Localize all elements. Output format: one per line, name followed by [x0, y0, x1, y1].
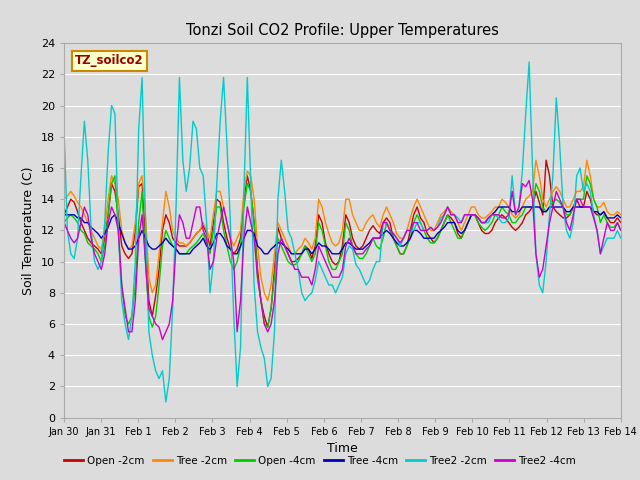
Y-axis label: Soil Temperature (C): Soil Temperature (C) [22, 166, 35, 295]
Legend: Open -2cm, Tree -2cm, Open -4cm, Tree -4cm, Tree2 -2cm, Tree2 -4cm: Open -2cm, Tree -2cm, Open -4cm, Tree -4… [60, 452, 580, 470]
Text: TZ_soilco2: TZ_soilco2 [75, 54, 144, 67]
X-axis label: Time: Time [327, 442, 358, 455]
Title: Tonzi Soil CO2 Profile: Upper Temperatures: Tonzi Soil CO2 Profile: Upper Temperatur… [186, 23, 499, 38]
